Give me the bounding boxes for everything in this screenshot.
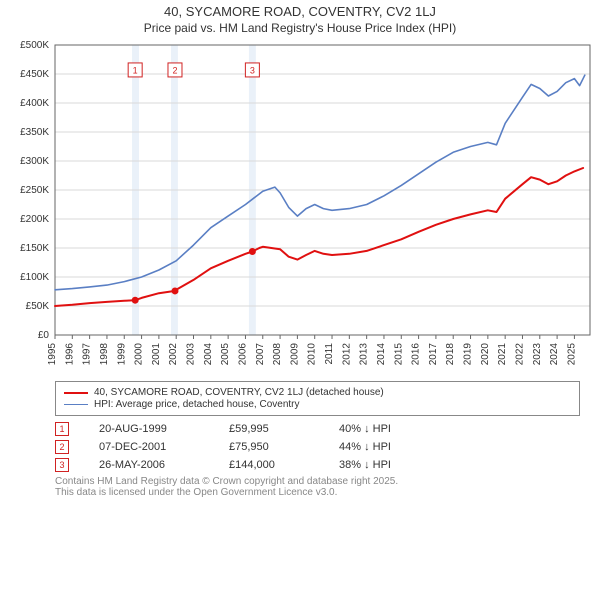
svg-text:2001: 2001 (151, 343, 162, 366)
svg-text:2003: 2003 (186, 343, 197, 366)
svg-text:2023: 2023 (532, 343, 543, 366)
chart-svg: £0 £50K £100K £150K £200K £250K £300K £350K £400… (0, 35, 600, 375)
svg-text:2019: 2019 (463, 343, 474, 366)
legend-label: HPI: Average price, detached house, Cove… (94, 399, 300, 410)
svg-text:2: 2 (172, 65, 177, 75)
sale-marker: 3 (55, 458, 69, 472)
svg-text:2010: 2010 (307, 343, 318, 366)
svg-text:2014: 2014 (376, 343, 387, 366)
svg-text:3: 3 (250, 65, 255, 75)
sale-delta: 44% ↓ HPI (339, 441, 429, 453)
sale-price: £144,000 (229, 459, 309, 471)
chart-title-line2: Price paid vs. HM Land Registry's House … (0, 21, 600, 35)
svg-text:2017: 2017 (428, 343, 439, 366)
sale-date: 20-AUG-1999 (99, 423, 199, 435)
svg-text:2002: 2002 (168, 343, 179, 366)
svg-text:2024: 2024 (549, 343, 560, 366)
svg-text:£350K: £350K (20, 127, 49, 138)
svg-text:2022: 2022 (514, 343, 525, 366)
svg-text:2025: 2025 (566, 343, 577, 366)
svg-text:£200K: £200K (20, 214, 49, 225)
svg-text:2008: 2008 (272, 343, 283, 366)
legend: 40, SYCAMORE ROAD, COVENTRY, CV2 1LJ (de… (55, 381, 580, 416)
svg-text:£400K: £400K (20, 98, 49, 109)
sale-marker: 2 (55, 440, 69, 454)
svg-text:£500K: £500K (20, 40, 49, 51)
svg-text:2018: 2018 (445, 343, 456, 366)
legend-item: HPI: Average price, detached house, Cove… (64, 399, 571, 410)
svg-text:1995: 1995 (47, 343, 58, 366)
sale-date: 07-DEC-2001 (99, 441, 199, 453)
footer-line1: Contains HM Land Registry data © Crown c… (55, 476, 580, 487)
sale-price: £75,950 (229, 441, 309, 453)
svg-text:£150K: £150K (20, 243, 49, 254)
svg-text:2011: 2011 (324, 343, 335, 365)
legend-swatch (64, 392, 88, 394)
legend-item: 40, SYCAMORE ROAD, COVENTRY, CV2 1LJ (de… (64, 387, 571, 398)
legend-label: 40, SYCAMORE ROAD, COVENTRY, CV2 1LJ (de… (94, 387, 384, 398)
svg-text:2015: 2015 (393, 343, 404, 366)
svg-text:2012: 2012 (341, 343, 352, 366)
svg-text:1: 1 (133, 65, 138, 75)
svg-text:1996: 1996 (64, 343, 75, 366)
svg-text:1999: 1999 (116, 343, 127, 366)
svg-text:2006: 2006 (237, 343, 248, 366)
svg-text:2000: 2000 (134, 343, 145, 366)
svg-text:2020: 2020 (480, 343, 491, 366)
sale-row: 2 07-DEC-2001 £75,950 44% ↓ HPI (55, 440, 580, 454)
footer-line2: This data is licensed under the Open Gov… (55, 487, 580, 498)
svg-text:£100K: £100K (20, 272, 49, 283)
legend-swatch (64, 404, 88, 405)
svg-text:2004: 2004 (203, 343, 214, 366)
sale-row: 1 20-AUG-1999 £59,995 40% ↓ HPI (55, 422, 580, 436)
svg-text:2007: 2007 (255, 343, 266, 366)
svg-text:£50K: £50K (26, 301, 50, 312)
svg-text:£0: £0 (38, 330, 50, 341)
chart-title-line1: 40, SYCAMORE ROAD, COVENTRY, CV2 1LJ (0, 4, 600, 19)
footer-attribution: Contains HM Land Registry data © Crown c… (55, 476, 580, 498)
svg-text:2005: 2005 (220, 343, 231, 366)
svg-text:2021: 2021 (497, 343, 508, 366)
sale-marker: 1 (55, 422, 69, 436)
svg-text:£450K: £450K (20, 69, 49, 80)
chart-area: £0 £50K £100K £150K £200K £250K £300K £350K £400… (0, 35, 600, 375)
svg-text:1997: 1997 (82, 343, 93, 366)
svg-text:2009: 2009 (289, 343, 300, 366)
sales-table: 1 20-AUG-1999 £59,995 40% ↓ HPI 2 07-DEC-2001… (55, 422, 580, 472)
sale-delta: 38% ↓ HPI (339, 459, 429, 471)
svg-text:£250K: £250K (20, 185, 49, 196)
sale-delta: 40% ↓ HPI (339, 423, 429, 435)
sale-price: £59,995 (229, 423, 309, 435)
svg-text:1998: 1998 (99, 343, 110, 366)
svg-text:£300K: £300K (20, 156, 49, 167)
svg-text:2013: 2013 (359, 343, 370, 366)
chart-title-block: 40, SYCAMORE ROAD, COVENTRY, CV2 1LJ Pri… (0, 0, 600, 35)
svg-text:2016: 2016 (411, 343, 422, 366)
sale-row: 3 26-MAY-2006 £144,000 38% ↓ HPI (55, 458, 580, 472)
sale-date: 26-MAY-2006 (99, 459, 199, 471)
